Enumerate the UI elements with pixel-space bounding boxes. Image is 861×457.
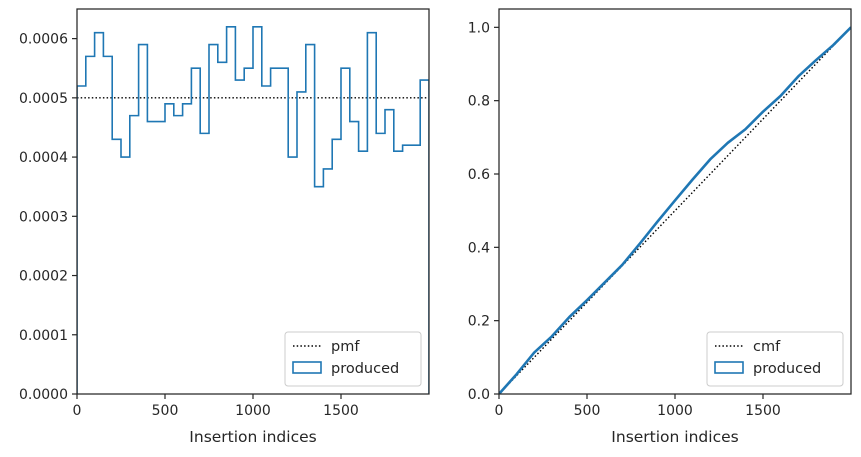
left-pmf-panel: 0 500 1000 1500 0.0000 0.0001 0.0002 0.0003 0.00…	[19, 8, 430, 446]
y-tick-label: 0.4	[468, 240, 490, 256]
x-axis-label: Insertion indices	[611, 428, 738, 446]
y-tick-label: 0.0004	[19, 150, 68, 166]
plot-area	[499, 26, 851, 394]
legend-label-produced: produced	[753, 361, 821, 377]
series-step-produced	[77, 25, 429, 394]
legend-swatch-produced	[714, 361, 744, 374]
legend-label-cmf: cmf	[753, 339, 781, 355]
y-tick-label: 0.0006	[19, 32, 68, 48]
x-tick-label: 0	[495, 403, 504, 419]
y-tick-label: 0.0001	[19, 328, 68, 344]
x-tick-label: 500	[574, 403, 601, 419]
legend-swatch-produced	[292, 361, 322, 374]
x-tick-label: 1500	[745, 403, 781, 419]
y-tick-label: 0.8	[468, 94, 490, 110]
y-tick-label: 0.6	[468, 167, 490, 183]
x-tick-label: 1000	[235, 403, 271, 419]
x-tick-label: 1500	[323, 403, 359, 419]
right-cmf-panel: 0 500 1000 1500 0.0 0.2 0.4 0.6 0.8 1.0 Insertion …	[468, 8, 852, 446]
plot-area	[77, 25, 429, 394]
x-tick-label: 500	[152, 403, 179, 419]
y-tick-label: 0.0002	[19, 269, 68, 285]
y-tick-label: 0.0003	[19, 209, 68, 225]
legend: pmf produced	[284, 331, 422, 387]
series-cumulative-produced	[499, 26, 851, 394]
y-tick-label: 0.0000	[19, 387, 68, 403]
legend-label-produced: produced	[331, 361, 399, 377]
x-tick-label: 1000	[657, 403, 693, 419]
x-tick-label: 0	[73, 403, 82, 419]
y-tick-label: 0.0	[468, 387, 490, 403]
x-axis-label: Insertion indices	[189, 428, 316, 446]
y-tick-label: 0.2	[468, 314, 490, 330]
y-tick-label: 1.0	[468, 20, 490, 36]
legend: cmf produced	[706, 331, 844, 387]
y-tick-label: 0.0005	[19, 91, 68, 107]
legend-label-pmf: pmf	[331, 339, 360, 355]
